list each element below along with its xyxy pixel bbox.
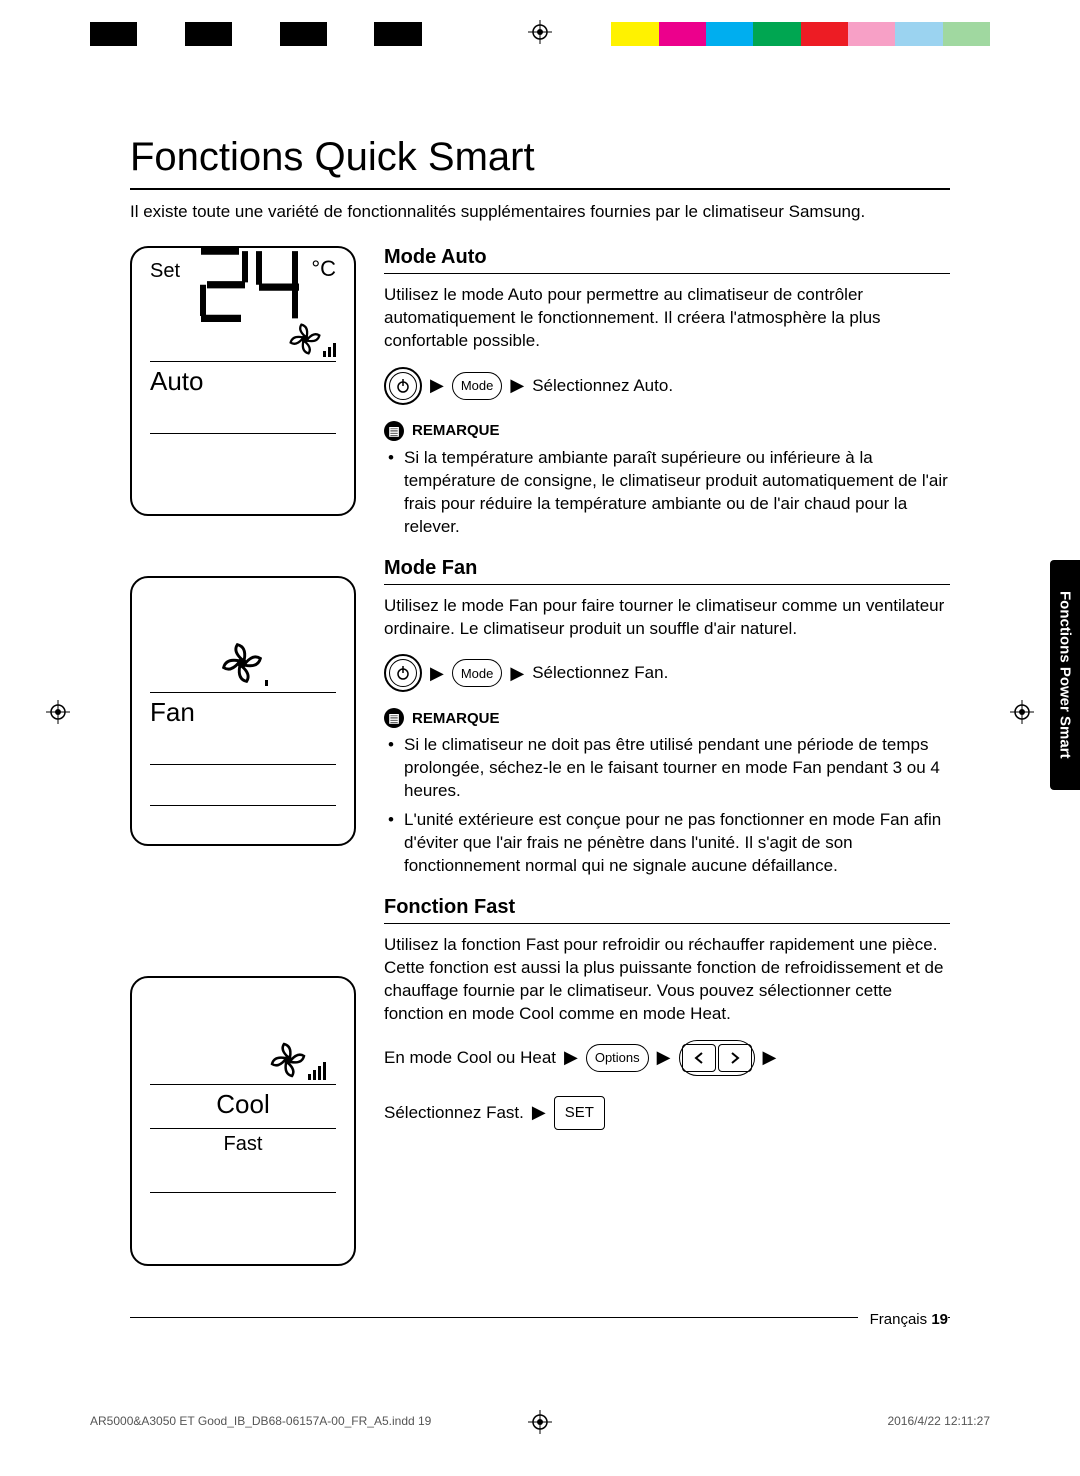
section-body: Utilisez la fonction Fast pour refroidir… [384, 934, 950, 1026]
chevron-right-icon[interactable] [718, 1044, 752, 1072]
chevron-left-icon[interactable] [682, 1044, 716, 1072]
remote-screen-cool: Cool Fast [130, 976, 356, 1266]
arrow-icon: ▶ [510, 375, 524, 396]
registration-mark-icon [46, 700, 70, 724]
print-file: AR5000&A3050 ET Good_IB_DB68-06157A-00_F… [90, 1414, 431, 1428]
mode-label: Cool [150, 1089, 336, 1120]
sub-label: Fast [150, 1133, 336, 1156]
footer-divider [130, 1317, 950, 1318]
temp-unit: °C [311, 256, 336, 282]
remarque-label: ▤ REMARQUE [384, 708, 950, 728]
power-button[interactable] [384, 367, 422, 405]
power-button[interactable] [384, 654, 422, 692]
mode-button[interactable]: Mode [452, 372, 503, 400]
footer-lang: Français 19 [858, 1311, 948, 1328]
fan-icon [268, 1040, 326, 1080]
arrow-icon: ▶ [510, 663, 524, 684]
nav-buttons[interactable] [679, 1040, 755, 1076]
set-label: Set [150, 260, 180, 283]
section-body: Utilisez le mode Fan pour faire tourner … [384, 595, 950, 641]
mode-button[interactable]: Mode [452, 659, 503, 687]
print-date: 2016/4/22 12:11:27 [887, 1414, 990, 1428]
set-button[interactable]: SET [554, 1096, 605, 1130]
side-tab: Fonctions Power Smart [1050, 560, 1080, 790]
note-list: Si la température ambiante paraît supéri… [384, 447, 950, 539]
page-title: Fonctions Quick Smart [130, 135, 950, 190]
temp-value [195, 244, 305, 341]
arrow-icon: ▶ [532, 1102, 546, 1123]
section-body: Utilisez le mode Auto pour permettre au … [384, 284, 950, 353]
step-text: Sélectionnez Fan. [532, 663, 668, 683]
section-heading-auto: Mode Auto [384, 246, 950, 274]
note-icon: ▤ [384, 421, 404, 441]
remote-screen-fan: Fan [130, 576, 356, 846]
step-row: En mode Cool ou Heat ▶ Options ▶ ▶ [384, 1040, 950, 1076]
registration-mark-icon [528, 1410, 552, 1434]
note-icon: ▤ [384, 708, 404, 728]
intro-text: Il existe toute une variété de fonctionn… [130, 202, 950, 222]
remarque-label: ▤ REMARQUE [384, 421, 950, 441]
mode-label: Fan [150, 697, 336, 728]
step-row: Sélectionnez Fast. ▶ SET [384, 1096, 950, 1130]
section-heading-fast: Fonction Fast [384, 896, 950, 924]
step-row: ▶ Mode ▶ Sélectionnez Fan. [384, 654, 950, 692]
registration-mark-icon [528, 20, 552, 44]
remote-screen-auto: Set °C [130, 246, 356, 516]
options-button[interactable]: Options [586, 1044, 649, 1072]
arrow-icon: ▶ [430, 663, 444, 684]
step-row: ▶ Mode ▶ Sélectionnez Auto. [384, 367, 950, 405]
arrow-icon: ▶ [430, 375, 444, 396]
arrow-icon: ▶ [564, 1047, 578, 1068]
note-list: Si le climatiseur ne doit pas être utili… [384, 734, 950, 878]
note-item: Si la température ambiante paraît supéri… [404, 447, 950, 539]
fan-icon [219, 640, 268, 686]
section-heading-fan: Mode Fan [384, 557, 950, 585]
step-text: Sélectionnez Auto. [532, 376, 673, 396]
mode-label: Auto [150, 366, 336, 397]
step-text: En mode Cool ou Heat [384, 1048, 556, 1068]
note-item: L'unité extérieure est conçue pour ne pa… [404, 809, 950, 878]
arrow-icon: ▶ [763, 1047, 777, 1068]
registration-mark-icon [1010, 700, 1034, 724]
arrow-icon: ▶ [657, 1047, 671, 1068]
note-item: Si le climatiseur ne doit pas être utili… [404, 734, 950, 803]
step-text: Sélectionnez Fast. [384, 1103, 524, 1123]
